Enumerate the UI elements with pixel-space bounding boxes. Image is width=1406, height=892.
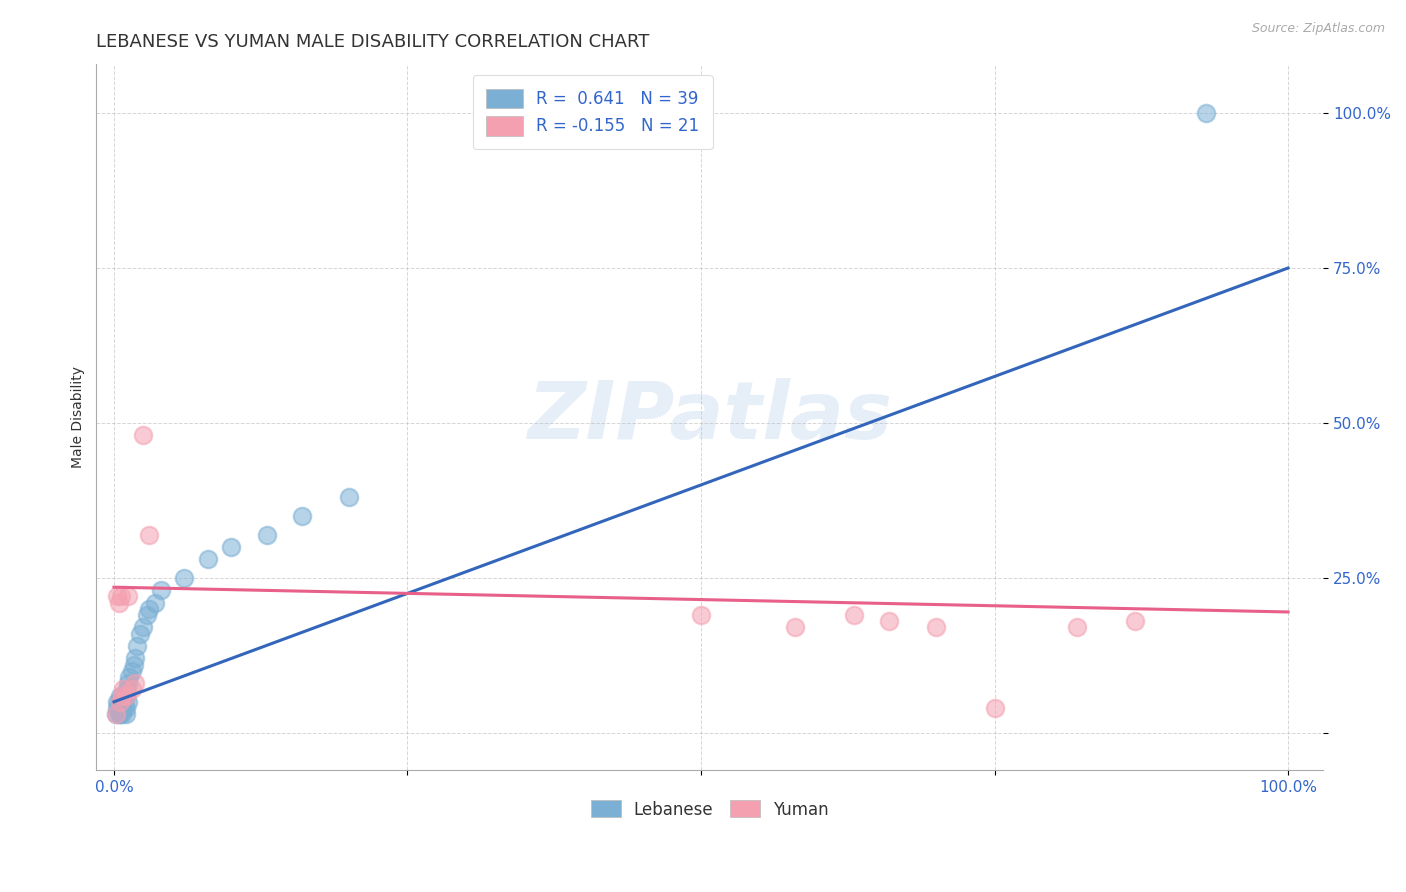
Point [149, 583, 172, 598]
Point [291, 508, 314, 523]
Point [111, 707, 134, 722]
Text: LEBANESE VS YUMAN MALE DISABILITY CORRELATION CHART: LEBANESE VS YUMAN MALE DISABILITY CORREL… [97, 33, 650, 51]
Point [114, 701, 136, 715]
Point [256, 527, 278, 541]
Point [117, 590, 139, 604]
Point [105, 707, 128, 722]
Point [124, 651, 146, 665]
Point [132, 620, 155, 634]
Point [114, 689, 136, 703]
Point [690, 608, 713, 623]
Point [118, 670, 141, 684]
Point [111, 695, 134, 709]
Point [111, 689, 134, 703]
Point [107, 590, 129, 604]
Point [121, 664, 143, 678]
Text: ZIPatlas: ZIPatlas [527, 377, 893, 456]
Point [337, 491, 360, 505]
Point [138, 602, 160, 616]
Point [114, 695, 136, 709]
Point [783, 620, 806, 634]
Point [108, 695, 131, 709]
Point [842, 608, 865, 623]
Point [1066, 620, 1088, 634]
Point [114, 689, 136, 703]
Point [105, 707, 128, 722]
Point [112, 701, 135, 715]
Point [122, 657, 145, 672]
Legend: Lebanese, Yuman: Lebanese, Yuman [583, 794, 835, 825]
Point [173, 571, 195, 585]
Point [197, 552, 219, 566]
Point [110, 701, 132, 715]
Point [115, 682, 138, 697]
Y-axis label: Male Disability: Male Disability [72, 366, 86, 467]
Point [877, 614, 900, 628]
Point [117, 676, 139, 690]
Point [983, 701, 1005, 715]
Point [132, 428, 155, 442]
Point [121, 682, 143, 697]
Point [1125, 614, 1147, 628]
Point [1195, 106, 1218, 120]
Point [107, 695, 129, 709]
Point [112, 682, 135, 697]
Point [107, 596, 129, 610]
Point [221, 540, 243, 554]
Point [108, 707, 131, 722]
Point [114, 707, 136, 722]
Point [925, 620, 948, 634]
Point [117, 695, 139, 709]
Point [108, 701, 131, 715]
Point [107, 707, 129, 722]
Point [124, 676, 146, 690]
Point [108, 689, 131, 703]
Point [135, 608, 157, 623]
Text: Source: ZipAtlas.com: Source: ZipAtlas.com [1251, 22, 1385, 36]
Point [128, 626, 150, 640]
Point [143, 596, 166, 610]
Point [110, 590, 132, 604]
Point [107, 701, 129, 715]
Point [112, 689, 135, 703]
Point [110, 695, 132, 709]
Point [138, 527, 160, 541]
Point [107, 695, 129, 709]
Point [127, 639, 149, 653]
